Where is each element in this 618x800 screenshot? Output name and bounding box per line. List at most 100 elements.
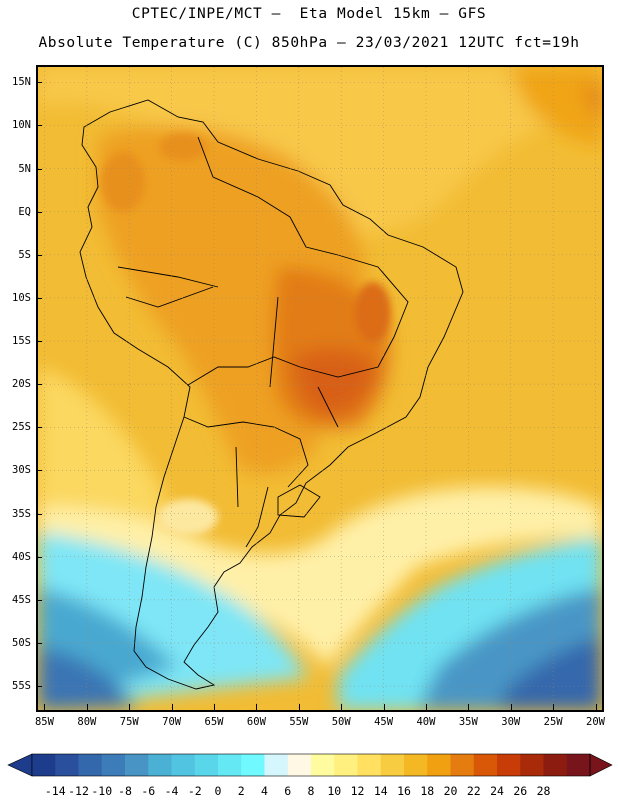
colorbar-swatch bbox=[334, 754, 358, 776]
lat-tick bbox=[36, 513, 42, 515]
lat-tick bbox=[36, 599, 42, 601]
lat-tick bbox=[36, 168, 42, 170]
lat-label: 5N bbox=[18, 162, 31, 175]
colorbar-label: 10 bbox=[327, 784, 342, 798]
colorbar-label: -2 bbox=[187, 784, 202, 798]
temperature-map bbox=[36, 65, 604, 712]
colorbar-label: -10 bbox=[91, 784, 113, 798]
lon-label: 30W bbox=[501, 716, 521, 728]
lat-label: 30S bbox=[12, 464, 31, 477]
colorbar-label: -12 bbox=[68, 784, 89, 798]
lat-label: 45S bbox=[12, 593, 31, 606]
lat-label: 55S bbox=[12, 680, 31, 693]
colorbar-swatch bbox=[125, 754, 149, 776]
lon-tick bbox=[553, 704, 555, 710]
lon-tick bbox=[510, 704, 512, 710]
coastline-outline bbox=[79, 99, 464, 690]
colorbar-swatch bbox=[427, 754, 451, 776]
lon-label: 80W bbox=[77, 716, 97, 728]
lat-tick bbox=[36, 427, 42, 429]
colorbar-swatch bbox=[404, 754, 428, 776]
colorbar-swatch bbox=[497, 754, 521, 776]
colorbar-swatch bbox=[101, 754, 126, 776]
colorbar-label: 14 bbox=[373, 784, 388, 798]
lat-tick bbox=[36, 211, 42, 213]
colorbar-swatch bbox=[264, 754, 289, 776]
lat-label: 40S bbox=[12, 550, 31, 563]
colorbar-label: 0 bbox=[214, 784, 222, 798]
colorbar-label: 6 bbox=[284, 784, 292, 798]
colorbar-label: 26 bbox=[513, 784, 528, 798]
lon-label: 45W bbox=[374, 716, 394, 728]
temperature-field-detail bbox=[101, 133, 391, 535]
colorbar-label: -4 bbox=[164, 784, 179, 798]
lat-label: 10N bbox=[12, 119, 31, 132]
lon-label: 35W bbox=[458, 716, 478, 728]
colorbar-label: 20 bbox=[443, 784, 458, 798]
colorbar-swatch bbox=[194, 754, 219, 776]
lat-label: 15N bbox=[12, 76, 31, 89]
lat-label: 25S bbox=[12, 421, 31, 434]
colorbar-swatch bbox=[473, 754, 498, 776]
lon-label: 20W bbox=[586, 716, 605, 728]
lat-label: 35S bbox=[12, 507, 31, 520]
lon-tick bbox=[44, 704, 46, 710]
colorbar-swatch bbox=[357, 754, 382, 776]
lat-tick bbox=[36, 686, 42, 688]
colorbar-label: 4 bbox=[261, 784, 268, 798]
colorbar-swatch bbox=[55, 754, 79, 776]
lon-tick bbox=[171, 704, 173, 710]
colorbar-label: 28 bbox=[536, 784, 551, 798]
colorbar-label: -14 bbox=[44, 784, 66, 798]
lon-label: 70W bbox=[162, 716, 182, 728]
colorbar-swatch bbox=[543, 754, 568, 776]
colorbar-label: 8 bbox=[307, 784, 315, 798]
colorbar-label: -6 bbox=[141, 784, 156, 798]
colorbar-label: 22 bbox=[466, 784, 481, 798]
lat-label: 5S bbox=[18, 248, 31, 261]
lat-label: 20S bbox=[12, 378, 31, 391]
lon-tick bbox=[256, 704, 258, 710]
lat-tick bbox=[36, 254, 42, 256]
lat-tick bbox=[36, 297, 42, 299]
title-line-2: Absolute Temperature (C) 850hPa — 23/03/… bbox=[38, 35, 580, 51]
lon-tick bbox=[425, 704, 427, 710]
colorbar-swatch bbox=[241, 754, 265, 776]
lat-tick bbox=[36, 341, 42, 343]
colorbar-label: 24 bbox=[490, 784, 504, 798]
lon-label: 65W bbox=[204, 716, 224, 728]
colorbar bbox=[7, 753, 613, 777]
lat-label: 10S bbox=[12, 291, 31, 304]
lat-tick bbox=[36, 82, 42, 84]
colorbar-swatch bbox=[287, 754, 312, 776]
title-line-1: CPTEC/INPE/MCT — Eta Model 15km — GFS bbox=[131, 6, 487, 22]
colorbar-swatch bbox=[218, 754, 242, 776]
lon-tick bbox=[214, 704, 216, 710]
colorbar-swatch bbox=[450, 754, 475, 776]
lat-tick bbox=[36, 642, 42, 644]
lon-label: 85W bbox=[34, 716, 54, 728]
lon-tick bbox=[341, 704, 343, 710]
lon-label: 25W bbox=[543, 716, 563, 728]
colorbar-label: -8 bbox=[118, 784, 132, 798]
lat-tick bbox=[36, 470, 42, 472]
lon-tick bbox=[383, 704, 385, 710]
colorbar-swatch bbox=[311, 754, 335, 776]
lat-label: 50S bbox=[12, 636, 31, 649]
lat-tick bbox=[36, 384, 42, 386]
lon-tick bbox=[129, 704, 131, 710]
colorbar-swatch bbox=[520, 754, 544, 776]
colorbar-high-arrow bbox=[589, 753, 613, 777]
lon-tick bbox=[298, 704, 300, 710]
colorbar-swatch bbox=[32, 754, 56, 776]
colorbar-label: 18 bbox=[420, 784, 435, 798]
colorbar-swatch bbox=[566, 754, 591, 776]
colorbar-swatch bbox=[78, 754, 103, 776]
lat-tick bbox=[36, 556, 42, 558]
colorbar-low-arrow bbox=[7, 753, 33, 777]
lon-tick bbox=[595, 704, 597, 710]
lon-label: 75W bbox=[119, 716, 139, 728]
colorbar-frame bbox=[31, 753, 591, 777]
lat-label: 15S bbox=[12, 335, 31, 348]
lon-label: 60W bbox=[246, 716, 266, 728]
